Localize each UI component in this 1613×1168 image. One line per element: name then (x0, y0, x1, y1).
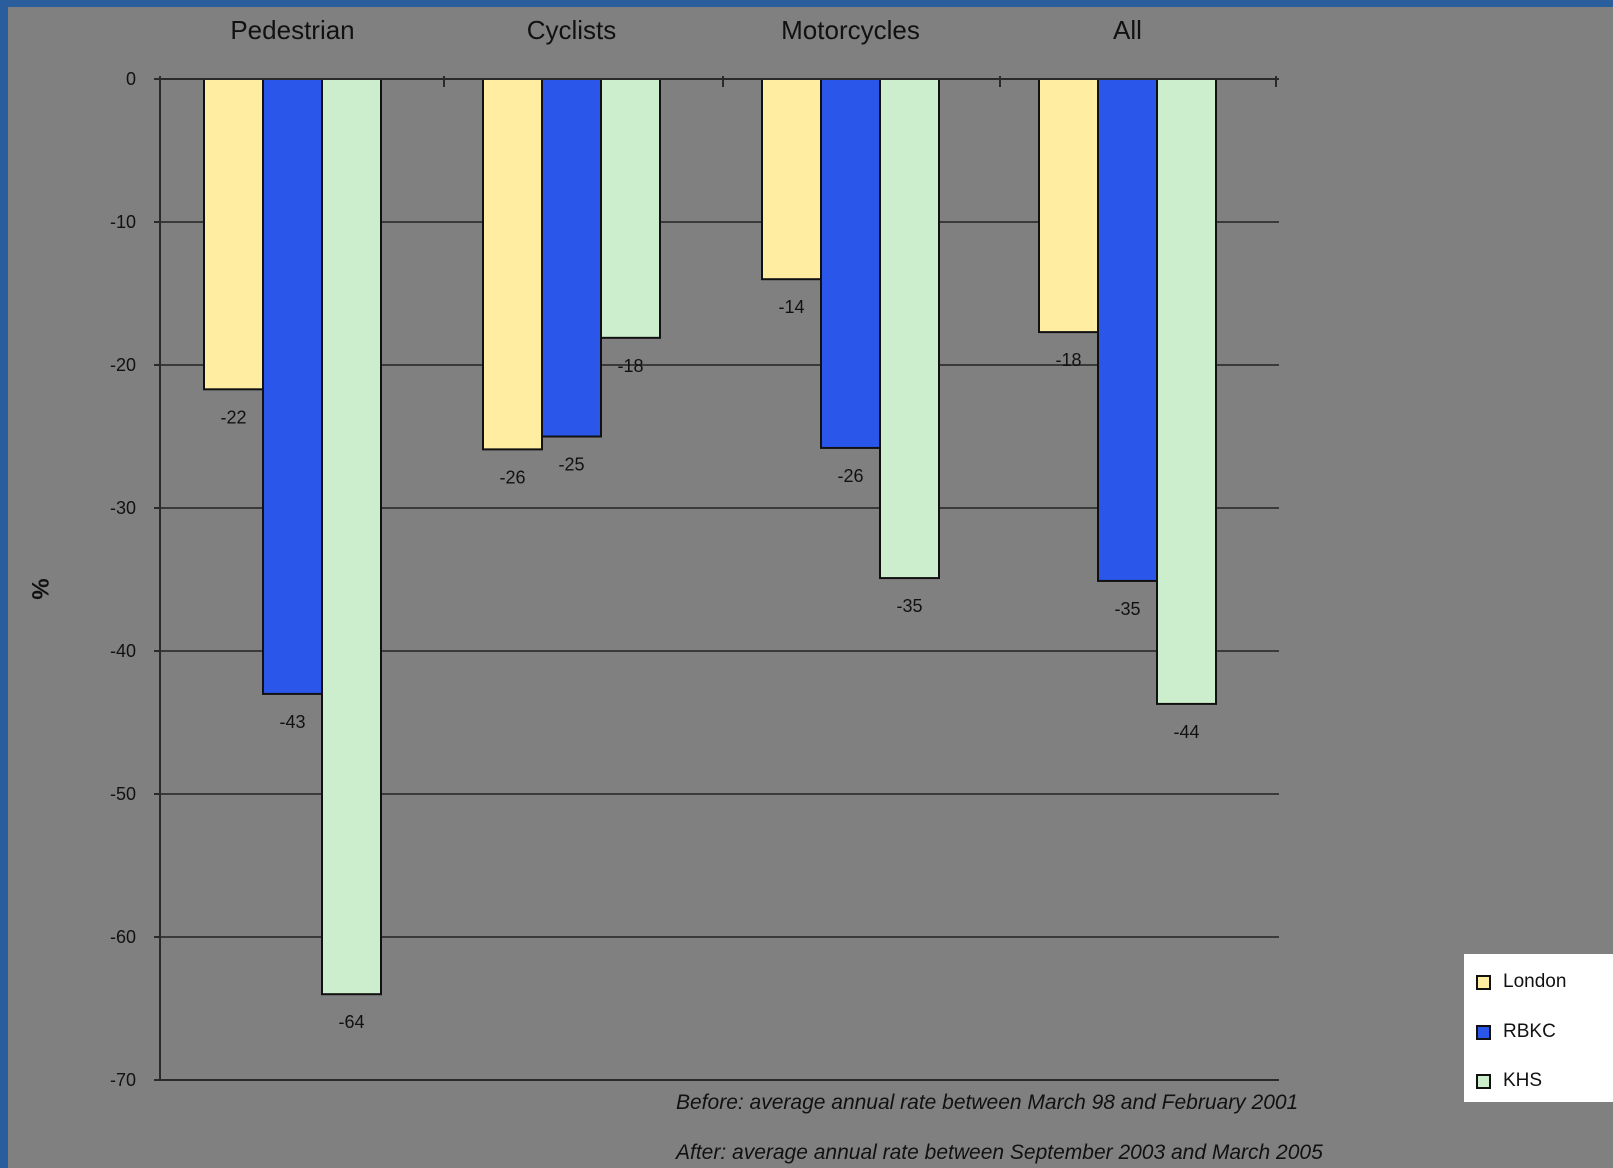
bar-rbkc-cyclists (541, 78, 602, 438)
data-label-khs-pedestrian: -64 (338, 1012, 364, 1032)
legend-item-rbkc: RBKC (1476, 1018, 1556, 1046)
category-label-cyclists: Cyclists (527, 15, 617, 45)
axes (154, 76, 1279, 1081)
data-label-khs-motorcycles: -35 (896, 596, 922, 616)
legend: London RBKC KHS (1464, 954, 1613, 1102)
data-label-london-pedestrian: -22 (220, 407, 246, 427)
y-tick-label: -60 (110, 927, 136, 947)
bar-chart: 0 -10 -20 -30 -40 -50 -60 -70 Pedestrian -22 -43 -6… (26, 15, 1323, 1164)
category-label-all: All (1113, 15, 1142, 45)
legend-swatch-rbkc (1476, 1024, 1491, 1040)
note-before: Before: average annual rate between Marc… (676, 1091, 1298, 1114)
category-label-pedestrian: Pedestrian (230, 15, 354, 45)
bar-rbkc-pedestrian (262, 78, 323, 695)
y-tick-label: -40 (110, 641, 136, 661)
data-label-rbkc-motorcycles: -26 (837, 466, 863, 486)
bar-khs-motorcycles (879, 78, 940, 580)
legend-label-rbkc: RBKC (1503, 1021, 1556, 1042)
legend-item-khs: KHS (1476, 1067, 1542, 1095)
data-label-khs-cyclists: -18 (617, 356, 643, 376)
legend-label-khs: KHS (1503, 1070, 1543, 1091)
labels: 0 -10 -20 -30 -40 -50 -60 -70 Pedestrian -22 -43 -6… (110, 15, 1200, 1090)
bar-rbkc-all (1097, 78, 1158, 582)
legend-swatch-khs (1476, 1073, 1491, 1089)
data-label-london-motorcycles: -14 (778, 297, 804, 317)
bars (203, 78, 1217, 996)
data-label-khs-all: -44 (1173, 722, 1199, 742)
bar-rbkc-motorcycles (820, 78, 881, 449)
legend-label-london: London (1503, 971, 1567, 992)
bar-london-pedestrian (203, 78, 264, 391)
note-after: After: average annual rate between Septe… (674, 1141, 1323, 1164)
data-label-rbkc-all: -35 (1114, 599, 1140, 619)
data-label-london-all: -18 (1055, 350, 1081, 370)
legend-item-london: London (1476, 968, 1566, 996)
y-tick-label: -10 (110, 212, 136, 232)
bar-khs-all (1156, 78, 1217, 705)
y-tick-label: 0 (126, 69, 136, 89)
bar-khs-cyclists (600, 78, 661, 339)
data-label-rbkc-cyclists: -25 (558, 455, 584, 475)
y-tick-label: -30 (110, 498, 136, 518)
y-tick-label: -20 (110, 355, 136, 375)
data-label-rbkc-pedestrian: -43 (279, 712, 305, 732)
bar-london-cyclists (482, 78, 543, 451)
y-axis-label: % (26, 578, 53, 599)
chart-frame: 0 -10 -20 -30 -40 -50 -60 -70 Pedestrian -22 -43 -6… (8, 7, 1613, 1168)
y-tick-label: -50 (110, 784, 136, 804)
category-label-motorcycles: Motorcycles (781, 15, 920, 45)
legend-swatch-london (1476, 974, 1491, 990)
y-tick-label: -70 (110, 1070, 136, 1090)
bar-london-motorcycles (761, 78, 822, 281)
bar-london-all (1038, 78, 1099, 334)
data-label-london-cyclists: -26 (499, 467, 525, 487)
bar-khs-pedestrian (321, 78, 382, 996)
